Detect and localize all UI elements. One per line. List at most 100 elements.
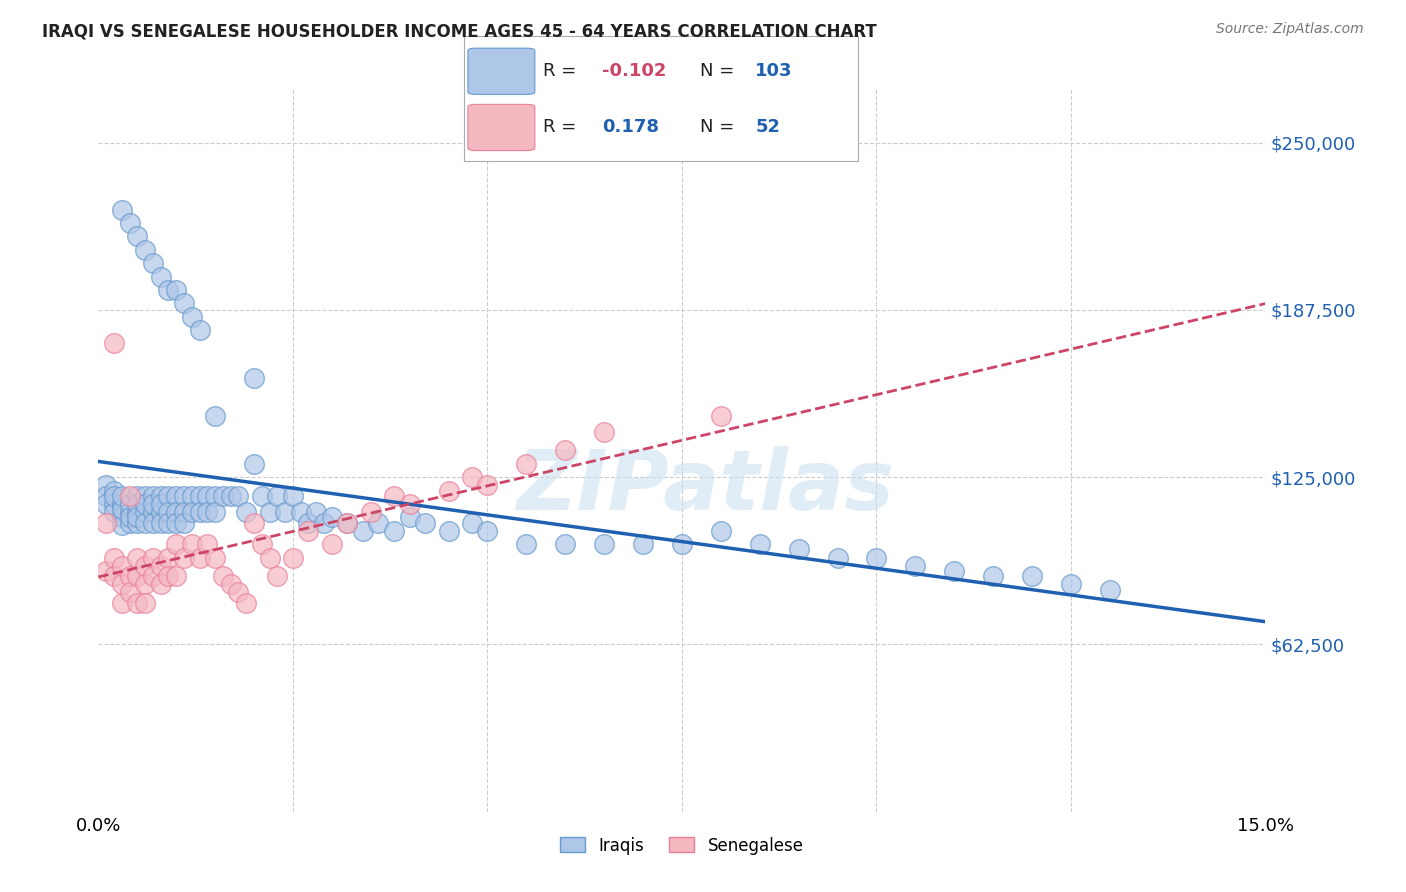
Point <box>118 497 141 511</box>
Point <box>321 537 343 551</box>
Point <box>149 516 172 530</box>
Point <box>134 516 156 530</box>
Point <box>382 489 405 503</box>
Point <box>111 518 134 533</box>
Point <box>149 269 172 284</box>
Point <box>243 457 266 471</box>
Point <box>157 489 180 503</box>
Point <box>149 497 172 511</box>
Point <box>111 502 134 516</box>
Point <box>710 409 733 423</box>
Point <box>305 505 328 519</box>
Point <box>111 596 134 610</box>
Point <box>1021 569 1043 583</box>
Point <box>165 537 187 551</box>
Point <box>477 478 499 492</box>
Point <box>157 505 180 519</box>
Point <box>243 516 266 530</box>
Point <box>671 537 693 551</box>
Point <box>1060 577 1083 591</box>
Point <box>554 443 576 458</box>
Point <box>173 516 195 530</box>
Point <box>195 489 218 503</box>
Point <box>787 542 810 557</box>
Legend: Iraqis, Senegalese: Iraqis, Senegalese <box>554 830 810 861</box>
Point <box>142 505 165 519</box>
Point <box>312 516 335 530</box>
Point <box>118 505 141 519</box>
Point <box>413 516 436 530</box>
Point <box>360 505 382 519</box>
Point <box>165 505 187 519</box>
Point <box>103 569 125 583</box>
Point <box>103 489 125 503</box>
Point <box>134 497 156 511</box>
Text: R =: R = <box>543 118 576 136</box>
Point <box>111 577 134 591</box>
Point <box>827 550 849 565</box>
Point <box>865 550 887 565</box>
Point <box>204 489 226 503</box>
Text: -0.102: -0.102 <box>602 62 666 79</box>
Point <box>266 489 288 503</box>
Point <box>228 585 250 599</box>
Point <box>142 569 165 583</box>
Point <box>96 489 118 503</box>
Point <box>96 497 118 511</box>
Point <box>477 524 499 538</box>
Text: ZIPatlas: ZIPatlas <box>516 446 894 527</box>
Point <box>103 497 125 511</box>
Point <box>437 524 460 538</box>
Point <box>142 550 165 565</box>
FancyBboxPatch shape <box>468 104 534 151</box>
Point <box>352 524 374 538</box>
Point <box>593 425 616 439</box>
Point <box>127 569 149 583</box>
Point <box>96 564 118 578</box>
Point <box>134 489 156 503</box>
Point <box>204 550 226 565</box>
Point <box>142 256 165 270</box>
Point <box>212 489 235 503</box>
Point <box>173 550 195 565</box>
Point <box>274 505 297 519</box>
Point <box>259 505 281 519</box>
Point <box>149 505 172 519</box>
Point <box>204 409 226 423</box>
Point <box>943 564 966 578</box>
Text: R =: R = <box>543 62 576 79</box>
Point <box>142 489 165 503</box>
Point <box>157 569 180 583</box>
Point <box>259 550 281 565</box>
Point <box>118 510 141 524</box>
Point <box>127 510 149 524</box>
Point <box>173 505 195 519</box>
Point <box>165 516 187 530</box>
Point <box>266 569 288 583</box>
Point <box>180 537 202 551</box>
Point <box>593 537 616 551</box>
Point <box>250 537 273 551</box>
Point <box>398 510 420 524</box>
Point <box>243 371 266 385</box>
Text: 52: 52 <box>755 118 780 136</box>
Point <box>134 558 156 573</box>
Point <box>127 497 149 511</box>
Point <box>297 516 319 530</box>
Point <box>142 516 165 530</box>
Point <box>165 489 187 503</box>
Point <box>219 489 242 503</box>
Point <box>149 489 172 503</box>
Text: 0.178: 0.178 <box>602 118 659 136</box>
Point <box>235 505 257 519</box>
Point <box>1098 582 1121 597</box>
Point <box>96 516 118 530</box>
Point <box>461 516 484 530</box>
Point <box>228 489 250 503</box>
Point <box>515 457 537 471</box>
Point <box>103 483 125 498</box>
Point <box>437 483 460 498</box>
Text: IRAQI VS SENEGALESE HOUSEHOLDER INCOME AGES 45 - 64 YEARS CORRELATION CHART: IRAQI VS SENEGALESE HOUSEHOLDER INCOME A… <box>42 22 877 40</box>
Point <box>111 489 134 503</box>
Point <box>398 497 420 511</box>
